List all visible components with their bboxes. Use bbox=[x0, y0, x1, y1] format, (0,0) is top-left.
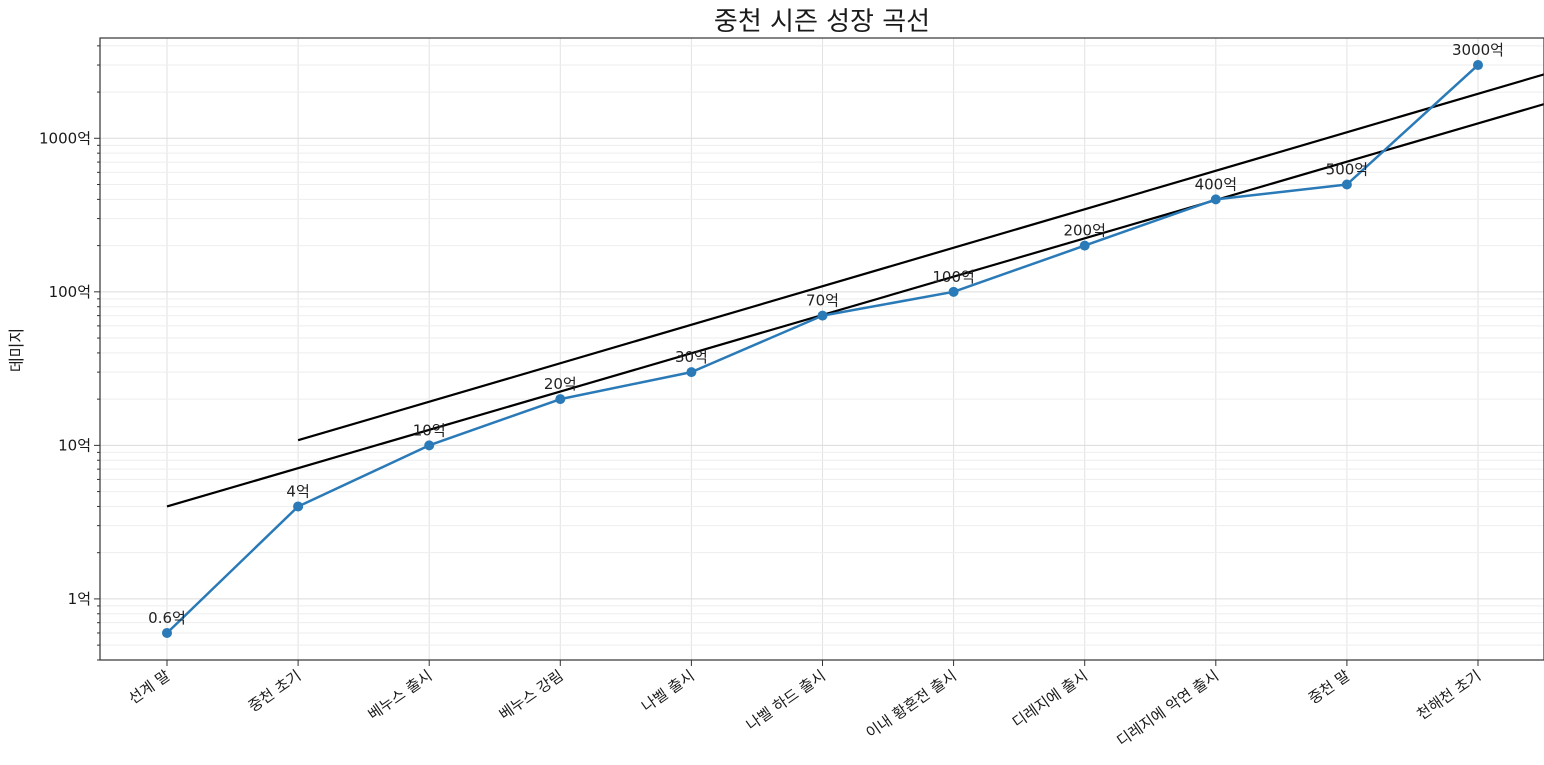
x-tick-label: 나벨 하드 출시 bbox=[743, 667, 829, 735]
y-tick-label: 1000억 bbox=[39, 129, 91, 147]
x-tick-label: 베누스 강림 bbox=[496, 667, 567, 724]
data-point bbox=[555, 394, 566, 405]
x-tick-label: 중천 말 bbox=[1305, 666, 1353, 707]
data-label: 4억 bbox=[286, 482, 309, 500]
y-axis-label: 데미지 bbox=[7, 328, 26, 372]
y-tick-label: 1억 bbox=[68, 590, 91, 608]
y-tick-label: 10억 bbox=[58, 436, 91, 454]
data-label: 10억 bbox=[413, 421, 446, 439]
data-point bbox=[1473, 60, 1483, 71]
data-label: 400억 bbox=[1195, 175, 1237, 193]
data-point bbox=[293, 501, 304, 512]
trend-line bbox=[166, 103, 1544, 508]
grid bbox=[100, 38, 1544, 661]
data-label: 30억 bbox=[675, 348, 708, 366]
data-point bbox=[1341, 179, 1352, 190]
x-tick-label: 선계 말 bbox=[125, 666, 173, 707]
data-label: 20억 bbox=[544, 375, 577, 393]
data-label: 0.6억 bbox=[148, 609, 186, 627]
x-tick-label: 베누스 출시 bbox=[365, 667, 436, 724]
chart-title: 중천 시즌 성장 곡선 bbox=[714, 7, 930, 37]
y-axis-ticks: 1억 10억 100억 1000억 bbox=[39, 45, 100, 661]
data-labels: 0.6억 4억 10억 20억 30억 70억 100억 200억 400억 500억 3000억 bbox=[148, 41, 1504, 627]
data-point bbox=[162, 627, 172, 638]
data-point bbox=[1079, 240, 1090, 251]
x-tick-label: 이내 황혼전 출시 bbox=[863, 667, 960, 743]
y-tick-label: 100억 bbox=[49, 283, 91, 301]
data-label: 200억 bbox=[1063, 222, 1105, 240]
data-point bbox=[686, 367, 697, 378]
data-points bbox=[162, 60, 1483, 638]
x-tick-label: 중천 초기 bbox=[245, 667, 304, 716]
data-label: 100억 bbox=[932, 268, 974, 286]
data-label: 70억 bbox=[806, 292, 839, 310]
x-tick-label: 디레지에 출시 bbox=[1009, 667, 1091, 732]
x-tick-label: 디레지에 악연 출시 bbox=[1114, 667, 1223, 751]
data-point bbox=[424, 440, 435, 451]
x-axis-ticks: 선계 말 중천 초기 베누스 출시 베누스 강림 나벨 출시 나벨 하드 출시 이내 황혼전… bbox=[125, 660, 1484, 750]
trend-line bbox=[297, 73, 1544, 442]
x-tick-label: 천해천 초기 bbox=[1414, 667, 1485, 724]
data-label: 500억 bbox=[1326, 161, 1368, 179]
data-point bbox=[817, 310, 828, 321]
data-point bbox=[1210, 194, 1221, 205]
trend-lines bbox=[166, 73, 1544, 508]
x-tick-label: 나벨 출시 bbox=[638, 667, 697, 716]
data-label: 3000억 bbox=[1452, 41, 1504, 59]
data-point bbox=[948, 286, 959, 297]
